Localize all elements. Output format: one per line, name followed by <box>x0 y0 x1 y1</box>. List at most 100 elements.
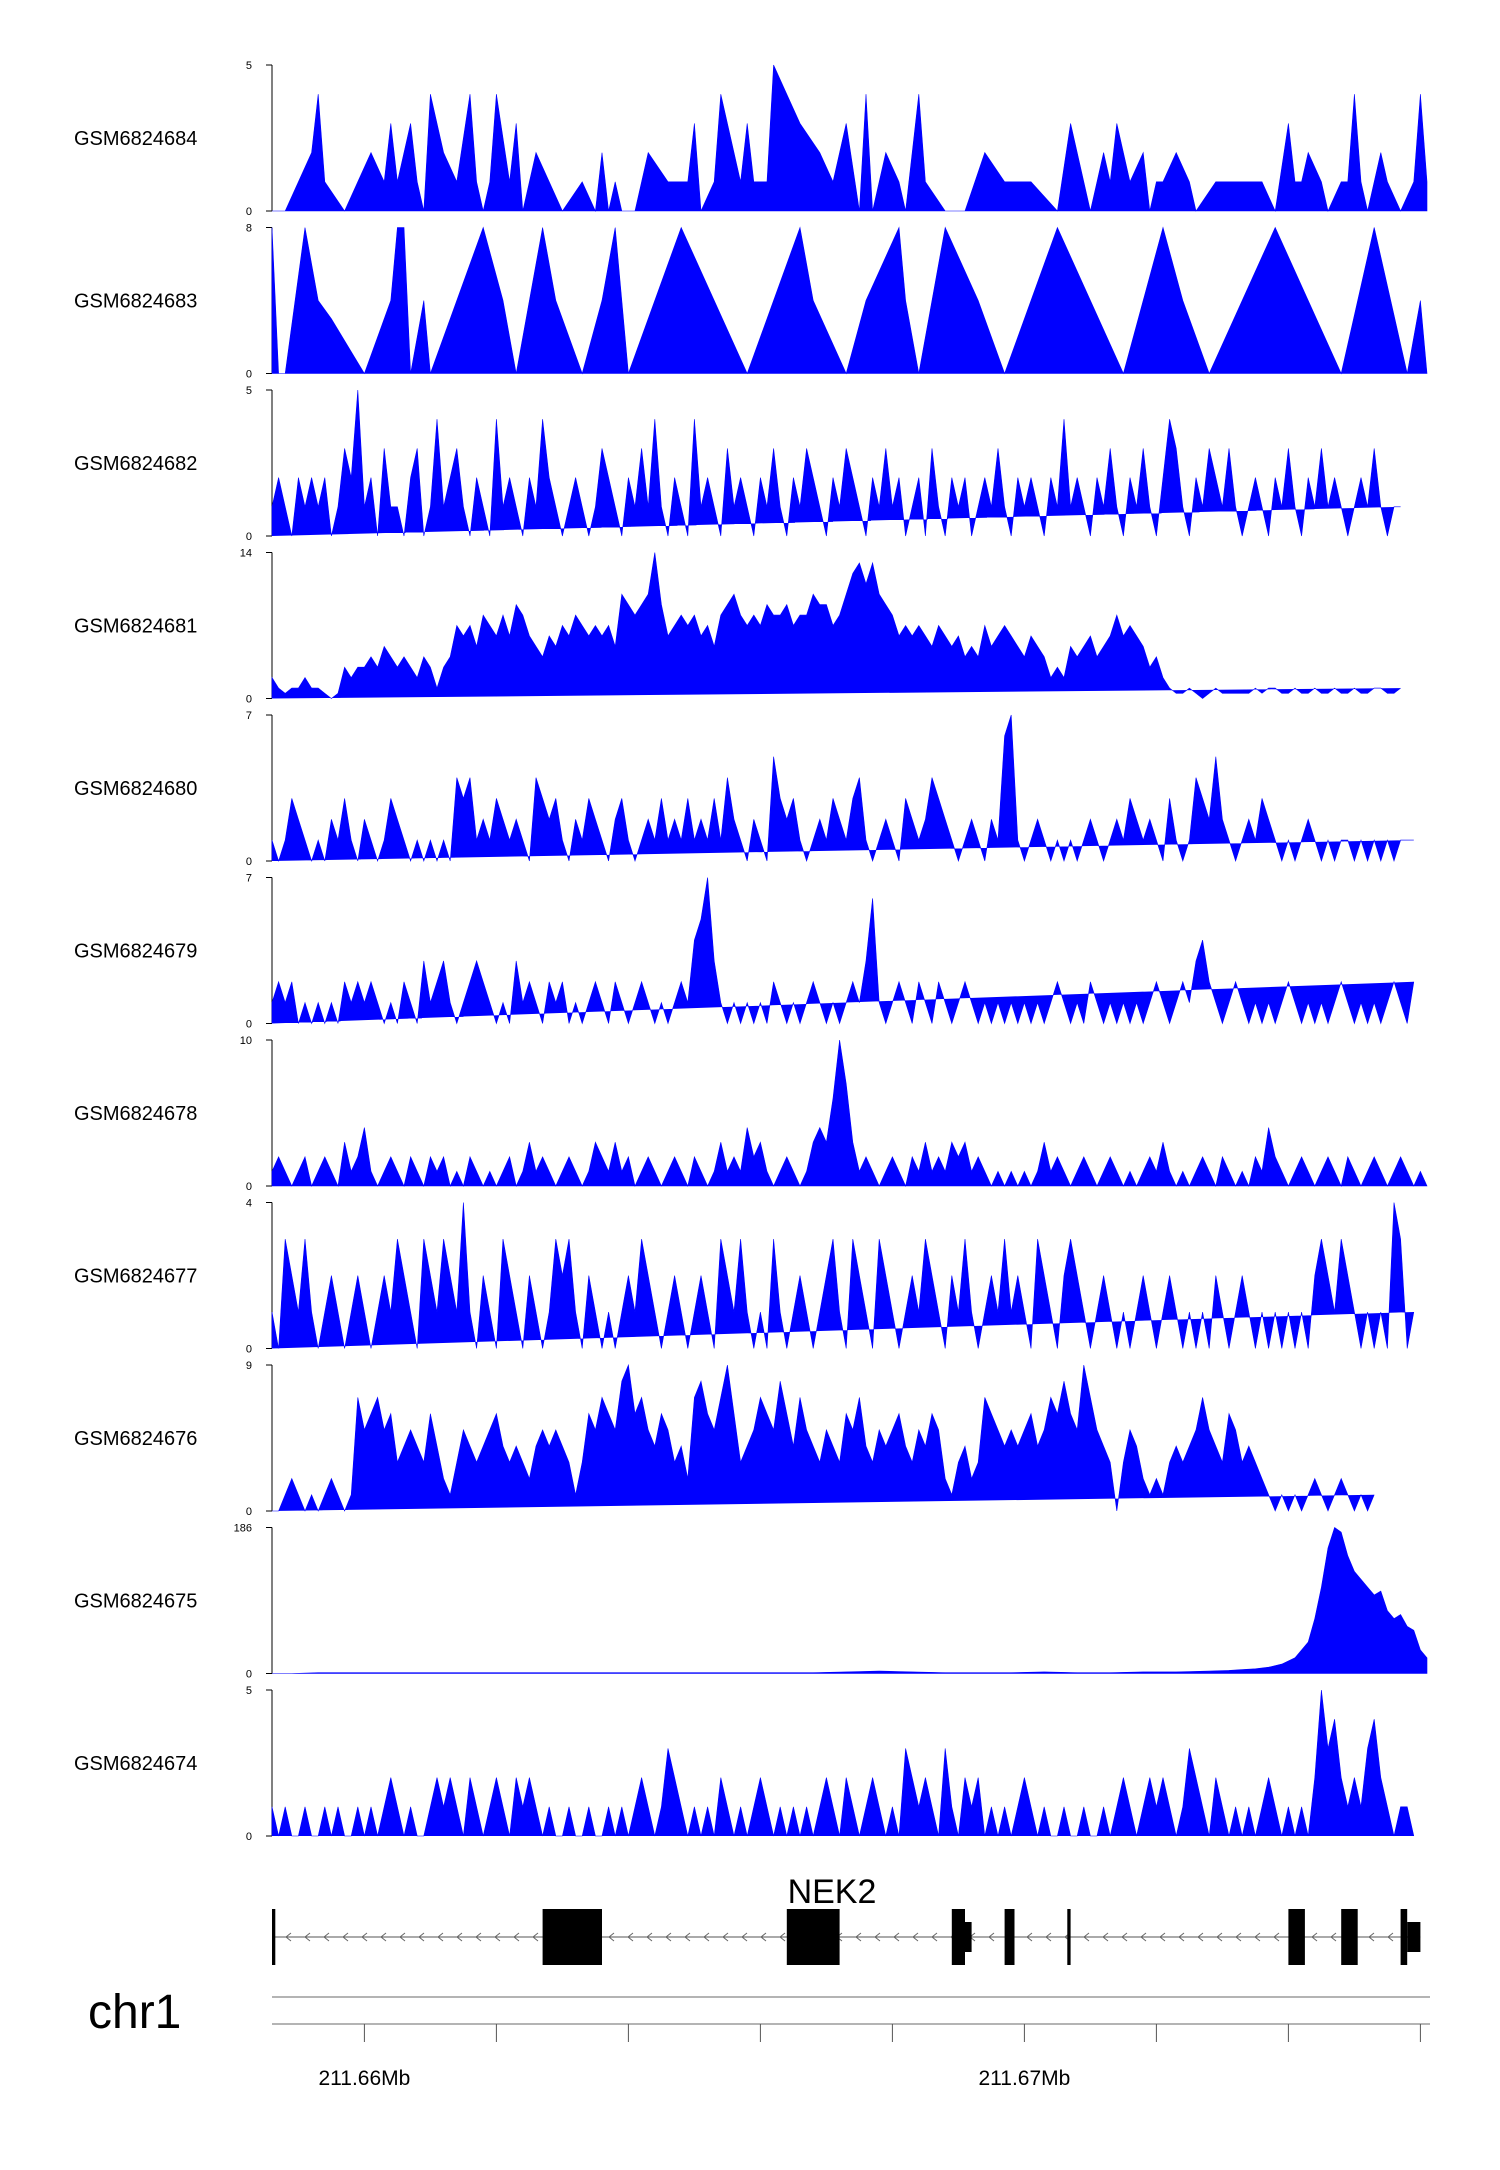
strand-arrow <box>437 1932 444 1942</box>
coverage-track: GSM6824675 186 0 <box>74 1523 1428 1681</box>
y-tick-label-max: 5 <box>246 385 252 397</box>
strand-arrow <box>1045 1932 1052 1942</box>
gene-exon <box>1067 1909 1071 1965</box>
gene-exon <box>1004 1909 1015 1965</box>
y-tick-label-max: 5 <box>246 1685 252 1697</box>
track-label: GSM6824682 <box>74 453 197 475</box>
coverage-area <box>271 389 1401 537</box>
strand-arrow <box>1159 1932 1166 1942</box>
coverage-tracks: GSM682468450GSM682468380GSM682468250GSM6… <box>74 60 1428 1843</box>
y-tick-label-max: 10 <box>240 1035 252 1047</box>
strand-arrow <box>608 1932 615 1942</box>
coverage-area <box>271 714 1414 862</box>
coverage-area <box>272 64 1428 213</box>
gene-model <box>272 1909 1421 1965</box>
coverage-track: GSM6824680 7 0 <box>74 710 1414 868</box>
strand-arrow <box>665 1932 672 1942</box>
strand-arrow <box>1083 1932 1090 1942</box>
strand-arrow <box>1273 1932 1280 1942</box>
gene-exon <box>1341 1909 1358 1965</box>
y-tick-label-min: 0 <box>246 1831 252 1843</box>
coverage-track: GSM6824678 10 0 <box>74 1035 1428 1193</box>
strand-arrow <box>1197 1932 1204 1942</box>
track-label: GSM6824675 <box>74 1591 197 1613</box>
strand-arrow <box>1102 1932 1109 1942</box>
strand-arrow <box>1178 1932 1185 1942</box>
strand-arrow <box>494 1932 501 1942</box>
strand-arrow <box>855 1932 862 1942</box>
coverage-track: GSM6824676 9 0 <box>74 1360 1375 1518</box>
y-tick-label-min: 0 <box>246 1181 252 1193</box>
track-label: GSM6824680 <box>74 778 197 800</box>
strand-arrow <box>1387 1932 1394 1942</box>
y-tick-label-min: 0 <box>246 369 252 381</box>
y-tick-label-max: 9 <box>246 1360 252 1372</box>
coverage-area <box>271 226 1428 375</box>
strand-arrow <box>1216 1932 1223 1942</box>
gene-exon <box>826 1909 840 1965</box>
y-tick-label-max: 7 <box>246 873 252 885</box>
y-tick-label-min: 0 <box>246 1344 252 1356</box>
coverage-area <box>271 1039 1428 1188</box>
strand-arrow <box>1026 1932 1033 1942</box>
strand-arrow <box>418 1932 425 1942</box>
track-label: GSM6824678 <box>74 1103 197 1125</box>
strand-arrow <box>1254 1932 1261 1942</box>
track-label: GSM6824683 <box>74 291 197 313</box>
gene-exon <box>1407 1922 1421 1952</box>
y-tick-label-min: 0 <box>246 206 252 218</box>
y-tick-label-min: 0 <box>246 1506 252 1518</box>
strand-arrow <box>1330 1932 1337 1942</box>
strand-arrow <box>722 1932 729 1942</box>
gene-model-track: NEK2 <box>272 1873 1421 1965</box>
gene-exon <box>272 1909 276 1965</box>
strand-arrow <box>912 1932 919 1942</box>
strand-arrow <box>741 1932 748 1942</box>
coverage-track: GSM6824679 7 0 <box>74 873 1415 1031</box>
strand-arrow <box>1368 1932 1375 1942</box>
coverage-track: GSM6824684 5 0 <box>74 60 1428 218</box>
strand-arrow <box>627 1932 634 1942</box>
gene-exon <box>786 1909 833 1965</box>
strand-arrow <box>323 1932 330 1942</box>
strand-arrow <box>456 1932 463 1942</box>
track-label: GSM6824676 <box>74 1428 197 1450</box>
strand-arrow <box>361 1932 368 1942</box>
strand-arrow <box>1311 1932 1318 1942</box>
y-tick-label-max: 186 <box>234 1523 252 1535</box>
strand-arrow <box>893 1932 900 1942</box>
y-tick-label-min: 0 <box>246 694 252 706</box>
y-tick-label-max: 5 <box>246 60 252 72</box>
gene-exon <box>958 1922 972 1952</box>
coverage-track: GSM6824677 4 0 <box>74 1198 1415 1356</box>
track-label: GSM6824681 <box>74 616 197 638</box>
coverage-track: GSM6824682 5 0 <box>74 385 1401 543</box>
genome-axis: chr1 211.66Mb 211.67Mb <box>88 1986 1430 2090</box>
strand-arrow <box>684 1932 691 1942</box>
strand-arrow <box>931 1932 938 1942</box>
y-tick-label-max: 4 <box>246 1198 252 1210</box>
strand-arrow <box>1140 1932 1147 1942</box>
y-tick-label-min: 0 <box>246 531 252 543</box>
strand-arrow <box>988 1932 995 1942</box>
strand-arrow <box>760 1932 767 1942</box>
strand-arrow <box>304 1932 311 1942</box>
strand-arrow <box>513 1932 520 1942</box>
track-label: GSM6824679 <box>74 941 197 963</box>
strand-arrow <box>380 1932 387 1942</box>
gene-exon <box>1288 1909 1305 1965</box>
axis-tick-label: 211.66Mb <box>318 2067 410 2090</box>
coverage-area <box>271 877 1415 1025</box>
gene-exon <box>1400 1909 1408 1965</box>
strand-arrow <box>874 1932 881 1942</box>
coverage-area <box>272 1527 1428 1674</box>
strand-arrow <box>1121 1932 1128 1942</box>
coverage-area <box>271 1202 1415 1349</box>
strand-arrow <box>779 1932 786 1942</box>
strand-arrow <box>399 1932 406 1942</box>
track-label: GSM6824677 <box>74 1266 197 1288</box>
strand-arrow <box>532 1932 539 1942</box>
strand-arrow <box>646 1932 653 1942</box>
gene-name-label: NEK2 <box>788 1873 877 1911</box>
gene-exon <box>582 1909 602 1965</box>
